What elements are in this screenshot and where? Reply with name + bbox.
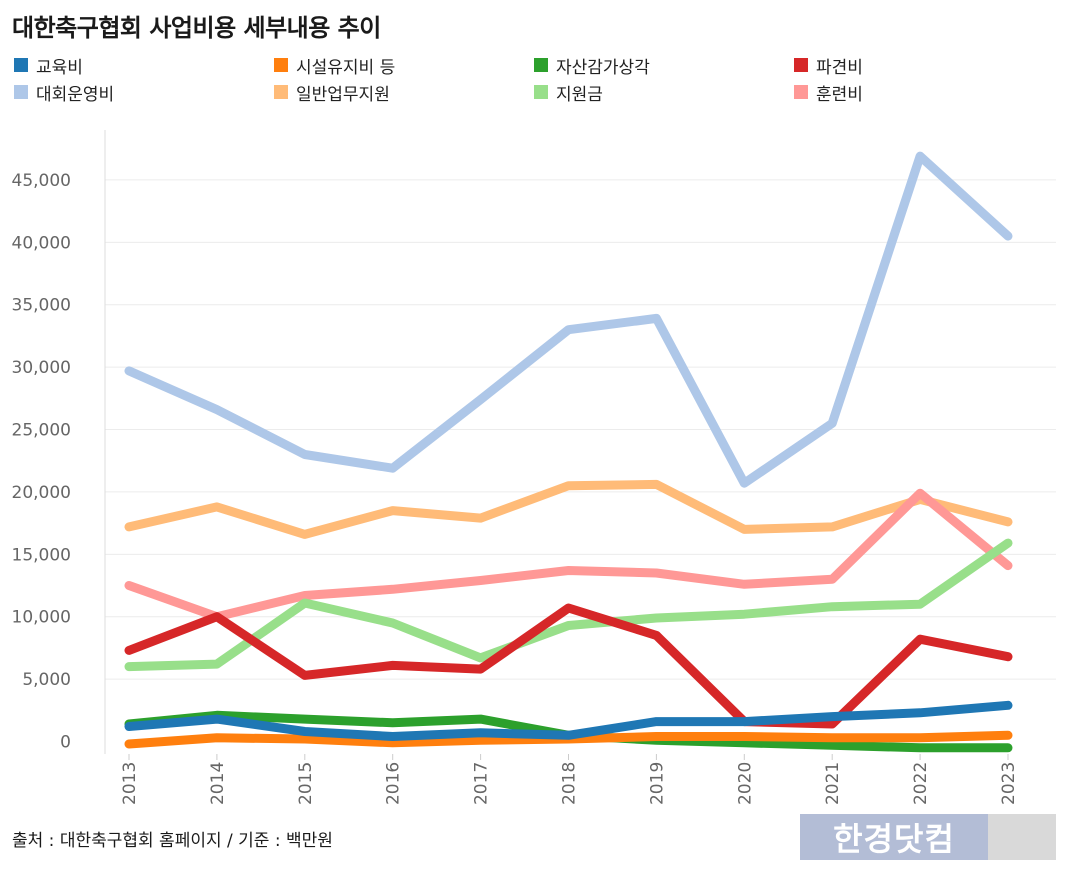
legend-label: 자산감가상각 [556, 57, 650, 78]
legend-swatch [274, 85, 288, 99]
legend: 교육비 대회운영비 시설유지비 등 일반업무지원 자산감가상각 지원금 파견비 … [14, 54, 1054, 106]
x-tick-label: 2021 [823, 762, 843, 805]
y-tick-label: 30,000 [12, 358, 71, 378]
series-line-0 [124, 700, 1013, 741]
legend-label: 교육비 [36, 57, 83, 78]
x-tick-label: 2023 [999, 762, 1019, 805]
legend-item: 훈련비 [794, 81, 863, 105]
legend-item: 지원금 [534, 81, 603, 105]
brand-logo-text: 한경닷컴 [800, 814, 988, 860]
x-tick-label: 2017 [472, 762, 492, 805]
y-tick-label: 25,000 [12, 421, 71, 441]
legend-item: 파견비 [794, 54, 863, 78]
legend-swatch [14, 85, 28, 99]
series-line-3 [124, 479, 1013, 539]
x-tick-label: 2018 [560, 762, 580, 805]
source-note: 출처 : 대한축구협회 홈페이지 / 기준 : 백만원 [12, 831, 333, 851]
x-tick-label: 2020 [735, 762, 755, 805]
y-tick-label: 10,000 [12, 608, 71, 628]
legend-item: 일반업무지원 [274, 81, 390, 105]
legend-item: 교육비 [14, 54, 83, 78]
legend-swatch [274, 58, 288, 72]
brand-logo-tail [988, 814, 1056, 860]
legend-item: 자산감가상각 [534, 54, 650, 78]
legend-item: 시설유지비 등 [274, 54, 396, 78]
legend-swatch [534, 85, 548, 99]
legend-label: 파견비 [816, 57, 863, 78]
series-line-1 [124, 151, 1013, 488]
y-tick-label: 40,000 [12, 233, 71, 253]
x-tick-label: 2022 [911, 762, 931, 805]
y-tick-label: 0 [60, 733, 71, 753]
legend-label: 지원금 [556, 84, 603, 105]
brand-logo: 한경닷컴 [800, 814, 1056, 860]
x-tick-label: 2014 [208, 762, 228, 805]
y-tick-label: 15,000 [12, 545, 71, 565]
chart-title: 대한축구협회 사업비용 세부내용 추이 [12, 14, 381, 42]
legend-label: 일반업무지원 [296, 84, 390, 105]
legend-swatch [14, 58, 28, 72]
x-tick-label: 2013 [120, 762, 140, 805]
series-line-5 [124, 538, 1013, 672]
y-tick-label: 20,000 [12, 483, 71, 503]
legend-swatch [794, 58, 808, 72]
legend-swatch [794, 85, 808, 99]
y-tick-label: 5,000 [22, 670, 71, 690]
x-tick-label: 2015 [296, 762, 316, 805]
x-tick-label: 2019 [647, 762, 667, 805]
legend-label: 훈련비 [816, 84, 863, 105]
legend-item: 대회운영비 [14, 81, 115, 105]
y-tick-label: 35,000 [12, 296, 71, 316]
legend-label: 시설유지비 등 [296, 57, 396, 78]
series-line-7 [124, 488, 1013, 622]
y-tick-label: 45,000 [12, 171, 71, 191]
legend-swatch [534, 58, 548, 72]
legend-label: 대회운영비 [36, 84, 115, 105]
series-line-6 [124, 603, 1013, 729]
x-tick-label: 2016 [384, 762, 404, 805]
